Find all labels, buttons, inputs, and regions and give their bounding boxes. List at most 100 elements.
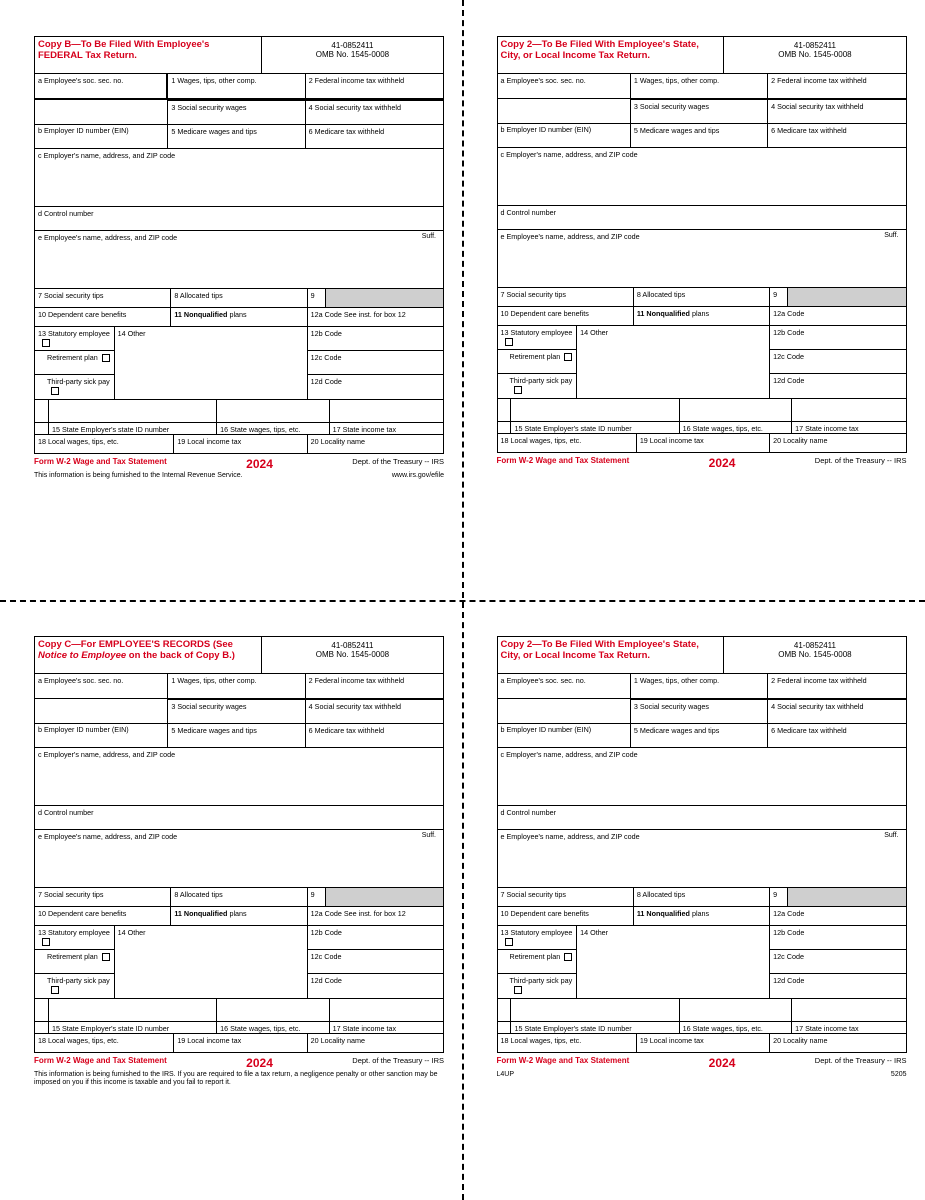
box-15-id: [511, 999, 679, 1021]
box-b-label: b Employer ID number (EIN): [501, 725, 592, 734]
box-12d-label: 12d Code: [773, 376, 804, 385]
box-2-label: 2 Federal income tax withheld: [309, 676, 404, 685]
retirement-checkbox[interactable]: [564, 953, 572, 961]
box-c-label: c Employer's name, address, and ZIP code: [501, 150, 638, 159]
box-12d-label: 12d Code: [773, 976, 804, 985]
box-20-label: 20 Locality name: [773, 1036, 827, 1045]
box-17-value: [330, 400, 443, 422]
box-10-label: 10 Dependent care benefits: [38, 310, 126, 319]
box-a-label: a Employee's soc. sec. no.: [38, 676, 123, 685]
box-d-label: d Control number: [501, 808, 557, 817]
box-12c-label: 12c Code: [311, 952, 342, 961]
box-8-label: 8 Allocated tips: [637, 890, 685, 899]
retirement-label: Retirement plan: [510, 952, 561, 961]
sickpay-checkbox[interactable]: [51, 387, 59, 395]
box-20-label: 20 Locality name: [773, 436, 827, 445]
box-14-label: 14 Other: [118, 329, 146, 338]
box-18-label: 18 Local wages, tips, etc.: [38, 437, 119, 446]
statutory-checkbox[interactable]: [42, 938, 50, 946]
box-12b-label: 12b Code: [311, 329, 342, 338]
sickpay-checkbox[interactable]: [514, 986, 522, 994]
box-12d-label: 12d Code: [311, 377, 342, 386]
box-18-label: 18 Local wages, tips, etc.: [501, 1036, 582, 1045]
box-d-label: d Control number: [38, 209, 94, 218]
box-16-label: 16 State wages, tips, etc.: [220, 1024, 300, 1033]
box-19-label: 19 Local income tax: [177, 437, 241, 446]
box-13-label: 13 Statutory employee: [501, 928, 573, 937]
box-12b-label: 12b Code: [311, 928, 342, 937]
form-footer: Form W-2 Wage and Tax Statement 2024 Dep…: [34, 1056, 444, 1070]
box-12a-label: 12a Code: [773, 309, 804, 318]
box-15-id: [511, 399, 679, 421]
box-14-label: 14 Other: [580, 328, 608, 337]
box-1-label: 1 Wages, tips, other comp.: [171, 76, 256, 85]
box-d-label: d Control number: [38, 808, 94, 817]
omb-number: OMB No. 1545-0008: [727, 650, 902, 659]
sickpay-label: Third-party sick pay: [510, 976, 573, 985]
box-7-label: 7 Social security tips: [38, 890, 104, 899]
box-20-label: 20 Locality name: [311, 437, 365, 446]
sickpay-label: Third-party sick pay: [510, 376, 573, 385]
box-12a-label: 12a Code: [773, 909, 804, 918]
box-a-label: a Employee's soc. sec. no.: [501, 76, 586, 85]
box-6-label: 6 Medicare tax withheld: [771, 726, 847, 735]
box-13-label: 13 Statutory employee: [38, 329, 110, 338]
footer-note: This information is being furnished to t…: [34, 1071, 444, 1086]
box-3-label: 3 Social security wages: [634, 702, 709, 711]
box-5-label: 5 Medicare wages and tips: [171, 726, 257, 735]
suffix-label: Suff.: [422, 233, 439, 241]
box-18-label: 18 Local wages, tips, etc.: [501, 436, 582, 445]
box-16-label: 16 State wages, tips, etc.: [220, 425, 300, 434]
sickpay-label: Third-party sick pay: [47, 377, 110, 386]
statutory-checkbox[interactable]: [505, 338, 513, 346]
box-15-label: 15 State Employer's state ID number: [514, 1024, 631, 1033]
box-8-label: 8 Allocated tips: [174, 291, 222, 300]
retirement-checkbox[interactable]: [102, 953, 110, 961]
box-12c-label: 12c Code: [311, 353, 342, 362]
retirement-checkbox[interactable]: [102, 354, 110, 362]
box-15-state: [35, 400, 49, 422]
tax-year: 2024: [246, 1056, 273, 1070]
suffix-label: Suff.: [422, 832, 439, 840]
box-a-label: a Employee's soc. sec. no.: [501, 676, 586, 685]
statutory-checkbox[interactable]: [505, 938, 513, 946]
box-10-label: 10 Dependent care benefits: [501, 909, 589, 918]
box-b-label: b Employer ID number (EIN): [38, 126, 129, 135]
box-15-state: [498, 399, 512, 421]
suffix-label: Suff.: [884, 832, 901, 840]
box-17-value: [330, 999, 443, 1021]
retirement-label: Retirement plan: [510, 352, 561, 361]
box-a-label: a Employee's soc. sec. no.: [38, 76, 123, 85]
quadrant-copy-b: Copy B—To Be Filed With Employee'sFEDERA…: [0, 0, 463, 600]
box-19-label: 19 Local income tax: [177, 1036, 241, 1045]
box-15-label: 15 State Employer's state ID number: [52, 425, 169, 434]
box-4-label: 4 Social security tax withheld: [771, 102, 863, 111]
box-10-label: 10 Dependent care benefits: [501, 309, 589, 318]
copy-title: Copy C—For EMPLOYEE'S RECORDS (SeeNotice…: [38, 639, 258, 662]
box-15-label: 15 State Employer's state ID number: [514, 424, 631, 433]
retirement-checkbox[interactable]: [564, 353, 572, 361]
efile-url: www.irs.gov/efile: [392, 472, 444, 480]
box-14-label: 14 Other: [118, 928, 146, 937]
sickpay-checkbox[interactable]: [51, 986, 59, 994]
box-9-label: 9: [773, 890, 777, 899]
statutory-checkbox[interactable]: [42, 339, 50, 347]
box-c-label: c Employer's name, address, and ZIP code: [38, 750, 175, 759]
w2-form: Copy 2—To Be Filed With Employee's State…: [497, 636, 907, 1053]
suffix-label: Suff.: [884, 232, 901, 240]
form-id: 41-0852411: [265, 41, 440, 50]
box-2-label: 2 Federal income tax withheld: [309, 76, 404, 85]
vertical-cut-line: [462, 0, 464, 1200]
box-16-label: 16 State wages, tips, etc.: [683, 424, 763, 433]
form-footer: Form W-2 Wage and Tax Statement 2024 Dep…: [497, 456, 907, 470]
tax-year: 2024: [246, 457, 273, 471]
dept-label: Dept. of the Treasury -- IRS: [815, 1056, 907, 1065]
box-11-label: 11 Nonqualified plans: [637, 309, 709, 318]
sickpay-checkbox[interactable]: [514, 386, 522, 394]
box-18-label: 18 Local wages, tips, etc.: [38, 1036, 119, 1045]
box-15-label: 15 State Employer's state ID number: [52, 1024, 169, 1033]
quadrant-copy-2-bottom: Copy 2—To Be Filed With Employee's State…: [463, 600, 925, 1200]
box-c-label: c Employer's name, address, and ZIP code: [38, 151, 175, 160]
copy-title: Copy B—To Be Filed With Employee'sFEDERA…: [38, 39, 258, 62]
dept-label: Dept. of the Treasury -- IRS: [352, 1056, 444, 1065]
